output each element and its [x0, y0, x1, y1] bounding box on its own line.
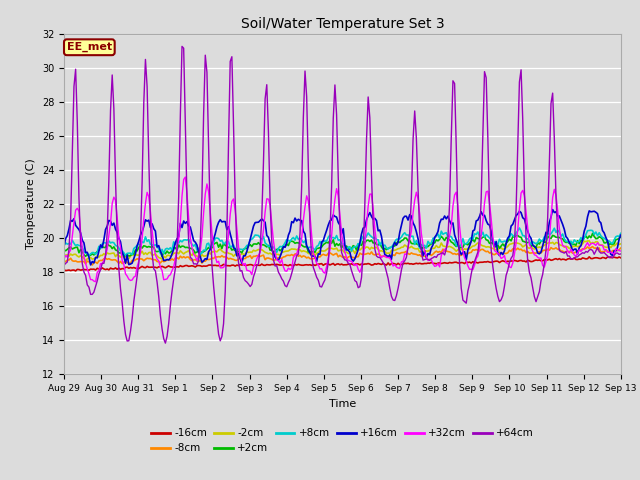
Line: +64cm: +64cm [64, 47, 621, 343]
Line: +32cm: +32cm [64, 177, 621, 282]
-8cm [524, 249, 532, 254]
+64cm [376, 254, 383, 260]
-16cm [60, 267, 68, 273]
+8cm [519, 233, 527, 239]
+2cm [517, 234, 525, 240]
+2cm [617, 234, 625, 240]
+8cm [60, 242, 68, 248]
-2cm [524, 245, 532, 251]
-16cm [185, 264, 193, 269]
-2cm [67, 251, 74, 257]
+16cm [524, 228, 532, 234]
+64cm [161, 340, 169, 346]
-2cm [517, 242, 525, 248]
+2cm [185, 245, 193, 251]
+64cm [67, 216, 74, 221]
-8cm [67, 255, 74, 261]
Line: +8cm: +8cm [64, 228, 621, 255]
X-axis label: Time: Time [329, 399, 356, 408]
+16cm [374, 228, 382, 234]
-8cm [374, 251, 382, 257]
+64cm [186, 254, 194, 260]
+16cm [185, 223, 193, 228]
-16cm [67, 268, 74, 274]
+8cm [516, 225, 524, 231]
Text: EE_met: EE_met [67, 42, 112, 52]
-16cm [586, 254, 593, 260]
+32cm [67, 247, 74, 252]
Line: -8cm: -8cm [64, 247, 621, 265]
+2cm [60, 247, 68, 253]
-8cm [185, 254, 193, 260]
Line: -2cm: -2cm [64, 241, 621, 262]
+32cm [186, 234, 194, 240]
+8cm [67, 241, 74, 247]
+16cm [67, 217, 74, 223]
+32cm [525, 242, 533, 248]
-16cm [228, 262, 236, 268]
+8cm [122, 252, 129, 258]
-2cm [586, 238, 593, 244]
-2cm [617, 241, 625, 247]
+8cm [374, 237, 382, 243]
+64cm [230, 122, 237, 128]
+64cm [60, 263, 68, 268]
+2cm [589, 230, 596, 236]
+2cm [524, 240, 532, 245]
Line: +16cm: +16cm [64, 210, 621, 265]
+32cm [617, 248, 625, 254]
+32cm [60, 256, 68, 262]
Legend: -16cm, -8cm, -2cm, +2cm, +8cm, +16cm, +32cm, +64cm: -16cm, -8cm, -2cm, +2cm, +8cm, +16cm, +3… [147, 424, 538, 457]
Title: Soil/Water Temperature Set 3: Soil/Water Temperature Set 3 [241, 17, 444, 31]
+32cm [376, 253, 383, 259]
-2cm [374, 246, 382, 252]
+8cm [228, 243, 236, 249]
+2cm [228, 247, 236, 253]
+16cm [549, 207, 557, 213]
-16cm [517, 258, 525, 264]
+8cm [617, 230, 625, 236]
-8cm [589, 244, 596, 250]
-16cm [617, 255, 625, 261]
-16cm [524, 257, 532, 263]
+64cm [617, 251, 625, 257]
+8cm [185, 236, 193, 242]
+2cm [158, 254, 166, 260]
+2cm [67, 244, 74, 250]
-2cm [60, 252, 68, 258]
-2cm [82, 259, 90, 264]
-16cm [72, 268, 79, 274]
+16cm [517, 210, 525, 216]
+32cm [519, 188, 527, 193]
+64cm [519, 117, 527, 122]
+64cm [525, 270, 533, 276]
Y-axis label: Temperature (C): Temperature (C) [26, 158, 36, 250]
-8cm [228, 256, 236, 262]
+64cm [178, 44, 186, 49]
-2cm [185, 248, 193, 253]
-8cm [517, 246, 525, 252]
-8cm [88, 262, 96, 268]
+32cm [230, 196, 237, 202]
+32cm [182, 174, 189, 180]
+32cm [92, 279, 99, 285]
-2cm [228, 252, 236, 257]
+16cm [87, 262, 95, 268]
-16cm [374, 261, 382, 266]
+16cm [617, 232, 625, 238]
+16cm [60, 243, 68, 249]
Line: +2cm: +2cm [64, 233, 621, 257]
+8cm [525, 239, 533, 244]
-8cm [60, 258, 68, 264]
Line: -16cm: -16cm [64, 257, 621, 271]
+2cm [374, 242, 382, 248]
-8cm [617, 245, 625, 251]
+16cm [228, 237, 236, 243]
